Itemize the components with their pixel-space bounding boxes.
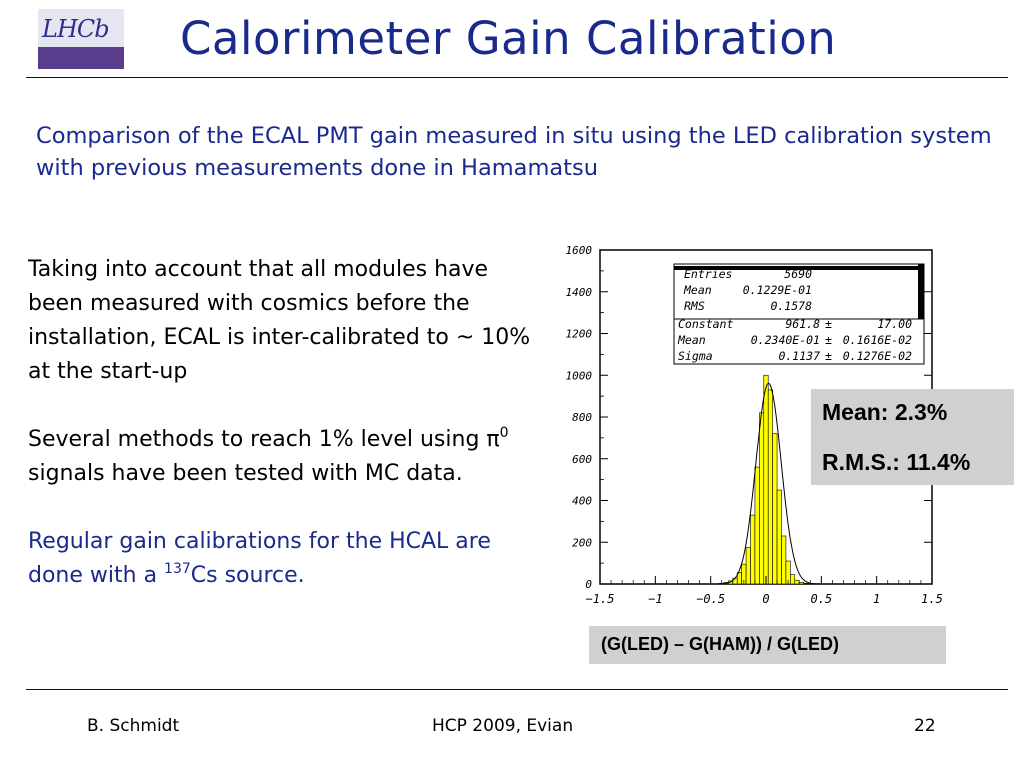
stats-mean-value: 0.1229E-01 bbox=[743, 283, 812, 297]
histogram-bar bbox=[776, 489, 782, 585]
stats-fitmean-value: 0.2340E-01 bbox=[751, 333, 820, 347]
methods-text-post: signals have been tested with MC data. bbox=[28, 461, 463, 486]
footer-divider bbox=[26, 689, 1008, 690]
summary-rms: R.M.S.: 11.4% bbox=[822, 449, 971, 475]
y-tick-label: 200 bbox=[572, 536, 592, 549]
histogram-bar bbox=[803, 583, 809, 585]
slide-subtitle: Comparison of the ECAL PMT gain measured… bbox=[36, 123, 992, 181]
histogram-bar bbox=[794, 579, 800, 585]
stats-box-shadow bbox=[918, 264, 924, 319]
stats-fitmean-label: Mean bbox=[677, 333, 706, 347]
histogram-bar bbox=[759, 412, 765, 585]
x-tick-label: 0 bbox=[762, 592, 769, 606]
paragraph-intercalibration: Taking into account that all modules hav… bbox=[28, 257, 531, 384]
y-tick-label: 1400 bbox=[566, 286, 593, 299]
x-tick-label: 1 bbox=[873, 592, 880, 606]
y-tick-label: 1200 bbox=[566, 328, 593, 341]
x-tick-label: −1 bbox=[648, 592, 662, 606]
stats-sigma-pm: ± bbox=[825, 349, 832, 363]
stats-constant-err: 17.00 bbox=[877, 317, 912, 331]
stats-constant-label: Constant bbox=[678, 317, 733, 331]
hcal-text-post: Cs source. bbox=[190, 563, 305, 588]
stats-entries-label: Entries bbox=[684, 267, 733, 281]
histogram-bar bbox=[772, 433, 778, 585]
body-text: Taking into account that all modules hav… bbox=[28, 253, 548, 627]
y-tick-label: 1600 bbox=[566, 244, 593, 257]
stats-constant-pm: ± bbox=[825, 317, 832, 331]
histogram-bar bbox=[798, 582, 804, 585]
y-tick-label: 0 bbox=[585, 578, 592, 591]
lhcb-logo: LHCb bbox=[38, 9, 124, 69]
cs-superscript: 137 bbox=[164, 561, 191, 577]
stats-rms-label: RMS bbox=[684, 299, 705, 313]
y-tick-label: 600 bbox=[572, 453, 592, 466]
histogram-bar bbox=[790, 574, 796, 585]
x-tick-label: −0.5 bbox=[696, 592, 725, 606]
stats-rms-value: 0.1578 bbox=[770, 299, 812, 313]
footer-author: B. Schmidt bbox=[87, 716, 180, 736]
histogram-bar bbox=[763, 374, 769, 585]
histogram-bar bbox=[781, 535, 787, 585]
x-tick-label: 0.5 bbox=[810, 592, 832, 606]
y-tick-label: 1000 bbox=[566, 369, 593, 382]
methods-text-pre: Several methods to reach 1% level using … bbox=[28, 427, 500, 452]
footer-page-number: 22 bbox=[914, 716, 936, 736]
footer-event: HCP 2009, Evian bbox=[432, 716, 574, 736]
histogram-bar bbox=[754, 466, 760, 585]
stats-mean-label: Mean bbox=[683, 283, 712, 297]
histogram-bar bbox=[767, 389, 773, 585]
stats-constant-value: 961.8 bbox=[785, 317, 820, 331]
stats-fitmean-pm: ± bbox=[825, 333, 832, 347]
paragraph-methods: Several methods to reach 1% level using … bbox=[28, 423, 548, 491]
stats-sigma-err: 0.1276E-02 bbox=[843, 349, 912, 363]
paragraph-hcal: Regular gain calibrations for the HCAL a… bbox=[28, 525, 548, 593]
logo-background bbox=[38, 9, 124, 47]
header-divider bbox=[26, 77, 1008, 78]
y-tick-label: 800 bbox=[572, 411, 592, 424]
histogram-bar bbox=[750, 514, 756, 585]
summary-mean: Mean: 2.3% bbox=[822, 399, 948, 425]
stats-sigma-value: 0.1137 bbox=[778, 349, 820, 363]
x-tick-label: −1.5 bbox=[586, 592, 615, 606]
hcal-text-pre: Regular gain calibrations for the HCAL a… bbox=[28, 529, 491, 588]
stats-box-top-bar bbox=[674, 266, 924, 270]
logo-text: LHCb bbox=[42, 15, 110, 43]
stats-sigma-label: Sigma bbox=[678, 349, 713, 363]
histogram-bar bbox=[745, 547, 751, 585]
x-axis-label-box: (G(LED) – G(HAM)) / G(LED) bbox=[589, 626, 946, 664]
summary-box: Mean: 2.3% R.M.S.: 11.4% bbox=[811, 389, 1014, 485]
y-tick-label: 400 bbox=[572, 495, 592, 508]
x-axis-label: (G(LED) – G(HAM)) / G(LED) bbox=[601, 634, 839, 654]
stats-entries-value: 5690 bbox=[784, 267, 812, 281]
stats-box bbox=[673, 263, 925, 365]
page-title: Calorimeter Gain Calibration bbox=[180, 12, 837, 65]
x-tick-label: 1.5 bbox=[921, 592, 943, 606]
pi-superscript: 0 bbox=[499, 425, 509, 441]
stats-fitmean-err: 0.1616E-02 bbox=[843, 333, 912, 347]
histogram-bar bbox=[732, 577, 738, 585]
